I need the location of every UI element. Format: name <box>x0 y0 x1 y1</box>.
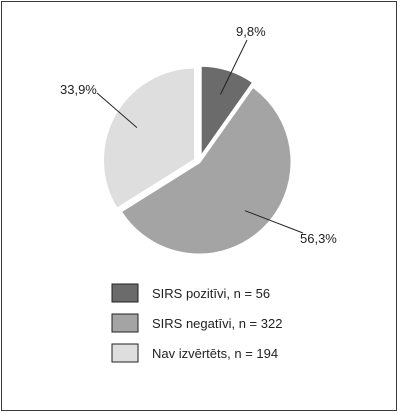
leader-line-3 <box>96 92 138 128</box>
legend-swatch-3 <box>111 343 139 363</box>
pie-slice-3 <box>101 65 198 211</box>
leader-line-2 <box>244 210 304 234</box>
pie-slice-1 <box>198 63 256 160</box>
legend: SIRS pozitīvi, n = 56 SIRS negatīvi, n = … <box>111 283 282 363</box>
pie-slices <box>101 63 294 257</box>
leader-line-1 <box>220 39 248 95</box>
data-labels: 9,8% 56,3% 33,9% <box>60 24 337 246</box>
legend-swatch-2 <box>111 313 139 333</box>
legend-label-3: Nav izvērtēts, n = 194 <box>152 346 278 361</box>
legend-label-2: SIRS negatīvi, n = 322 <box>152 316 282 331</box>
data-label-2: 56,3% <box>300 231 337 246</box>
legend-label-1: SIRS pozitīvi, n = 56 <box>152 286 270 301</box>
data-label-1: 9,8% <box>236 24 266 39</box>
legend-swatch-1 <box>111 283 139 303</box>
data-label-3: 33,9% <box>60 82 97 97</box>
